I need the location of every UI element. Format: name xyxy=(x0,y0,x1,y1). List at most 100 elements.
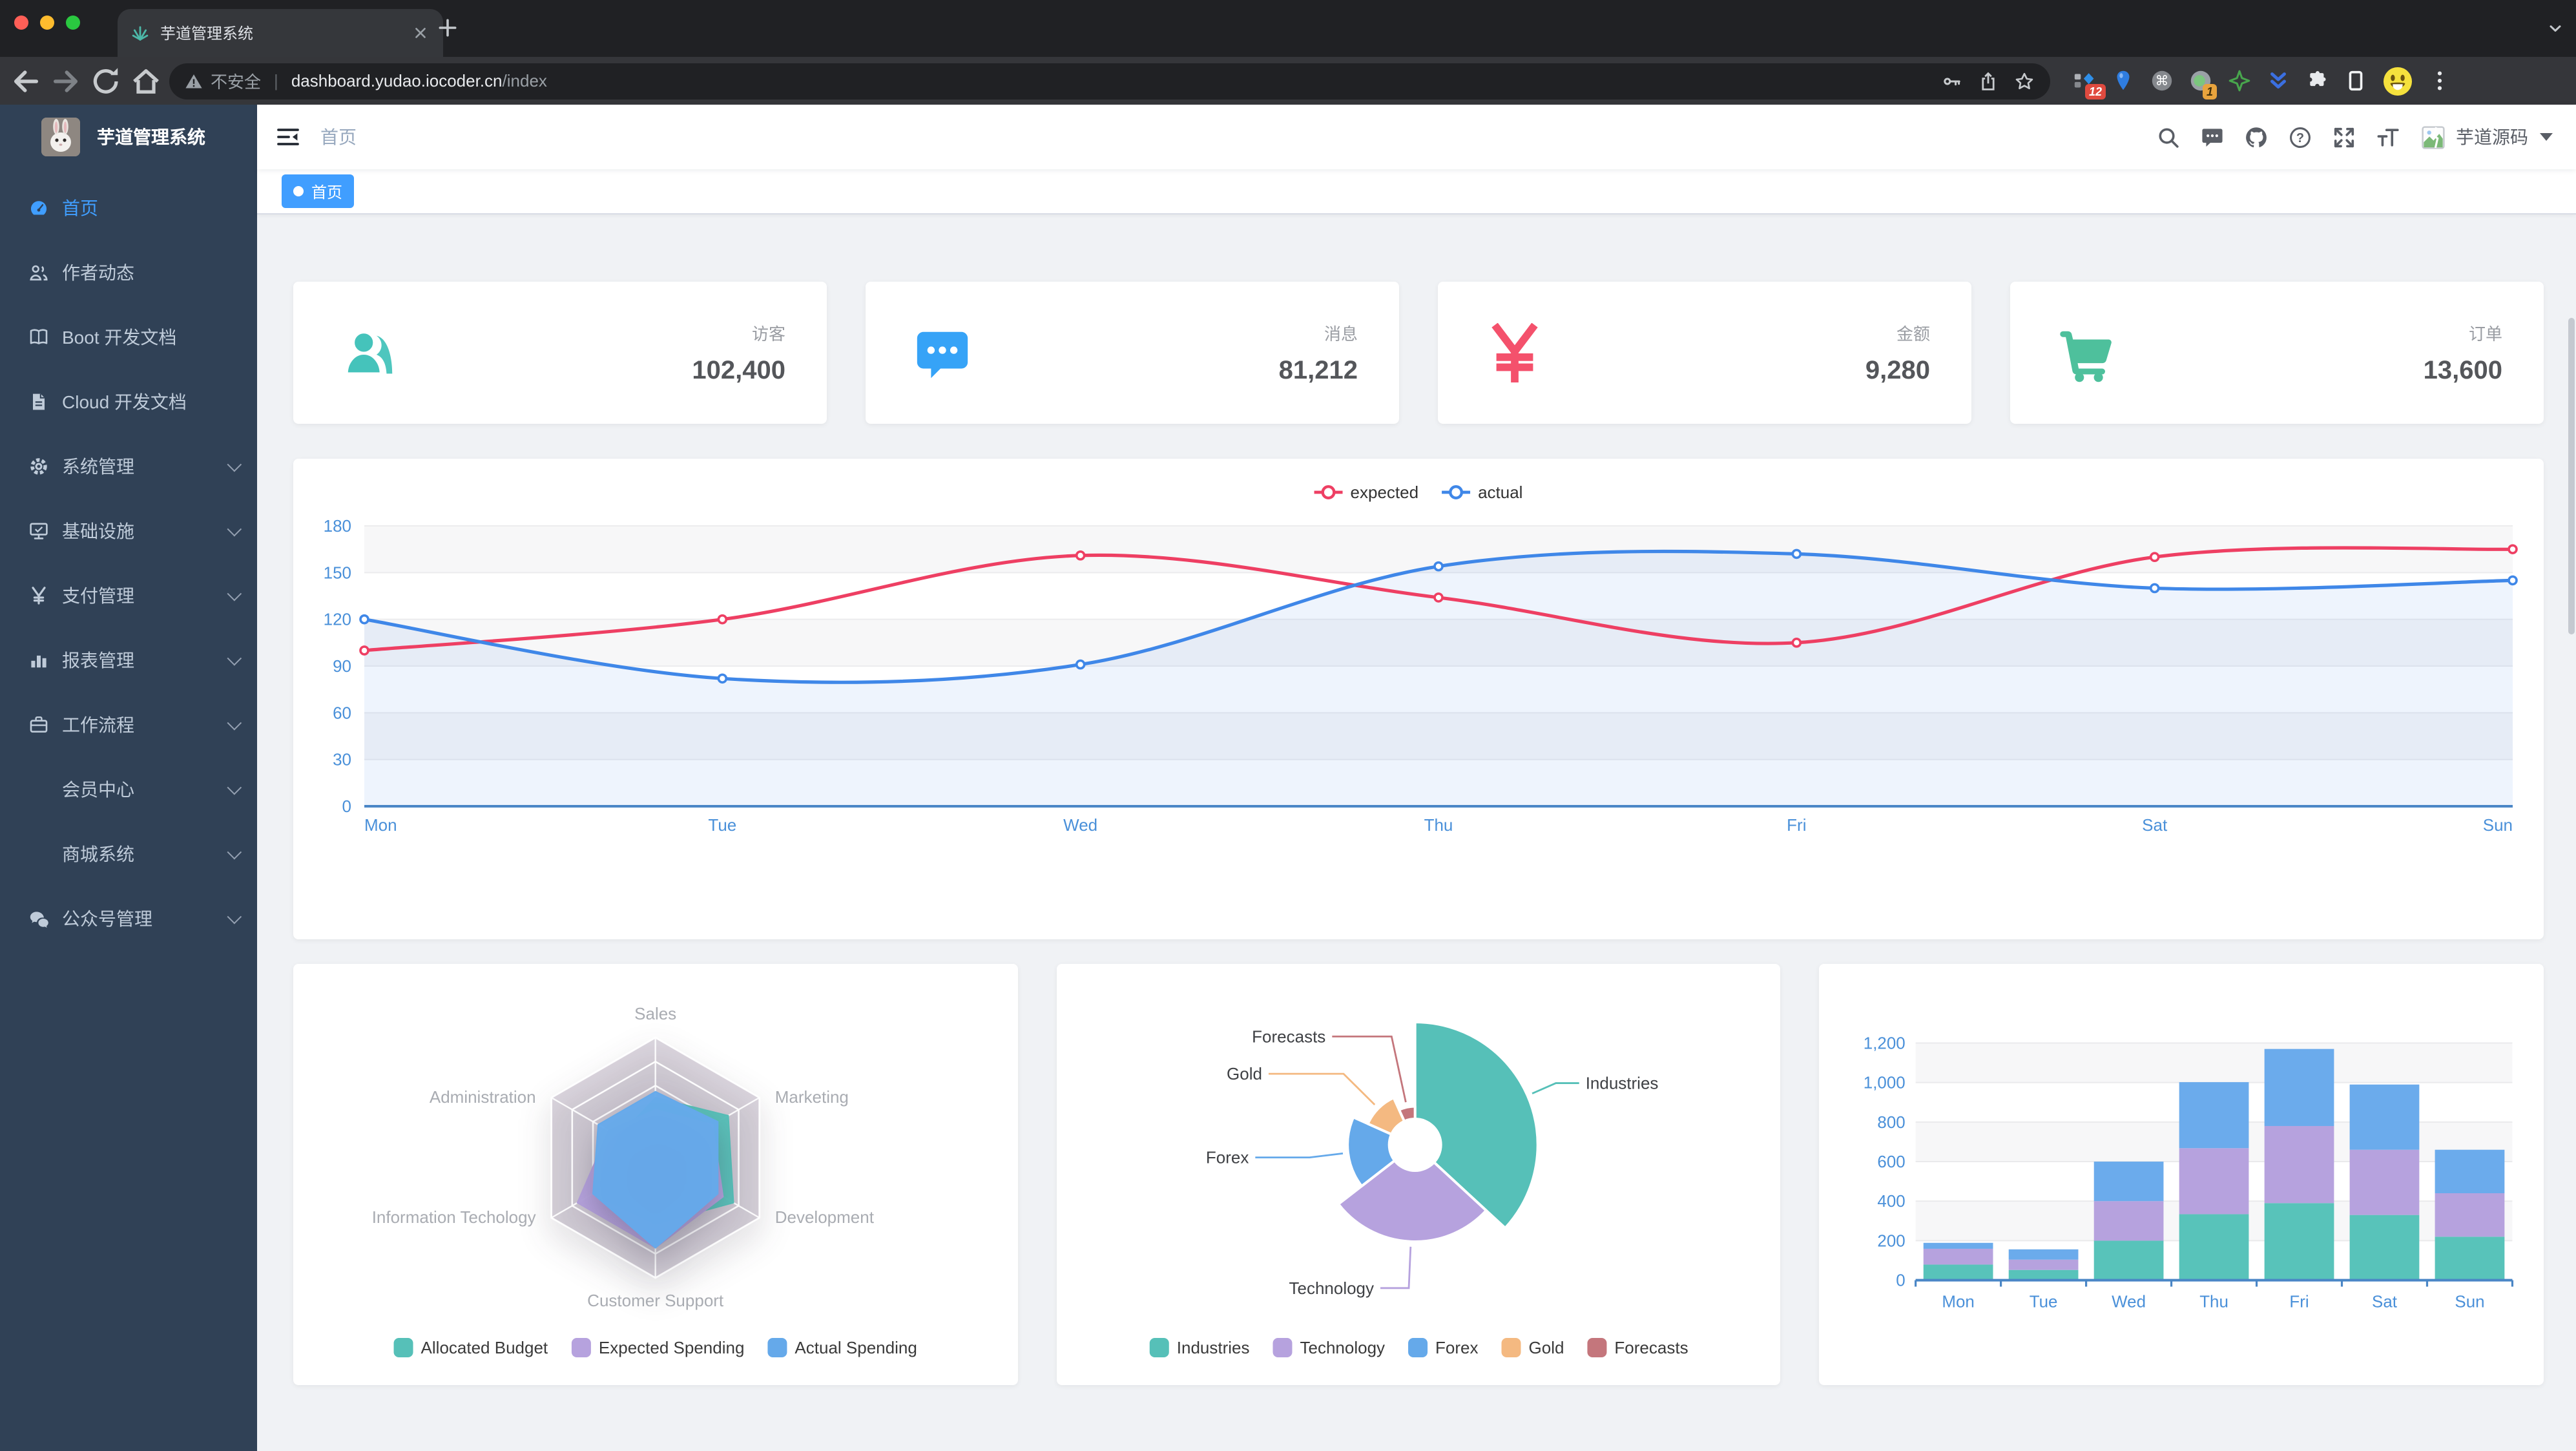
sidebar-item-8[interactable]: 工作流程 xyxy=(0,693,257,757)
sidebar-item-4[interactable]: 系统管理 xyxy=(0,434,257,499)
bar-segment[interactable] xyxy=(2009,1249,2079,1260)
bar-segment[interactable] xyxy=(2009,1269,2079,1280)
sidebar-item-2[interactable]: Boot 开发文档 xyxy=(0,305,257,370)
message-icon[interactable] xyxy=(2200,125,2225,149)
share-icon[interactable] xyxy=(1978,70,1999,91)
sidebar-item-10[interactable]: 商城系统 xyxy=(0,822,257,886)
legend-item[interactable]: Gold xyxy=(1501,1338,1564,1357)
extension-tag-icon[interactable]: 12 xyxy=(2072,68,2106,99)
legend-item[interactable]: Industries xyxy=(1149,1338,1249,1357)
sidebar-item-11[interactable]: 公众号管理 xyxy=(0,886,257,951)
legend-item[interactable]: Expected Spending xyxy=(571,1338,745,1357)
user-dropdown[interactable]: 芋道源码 xyxy=(2420,123,2553,151)
stat-meta: 订单 13,600 xyxy=(2424,320,2502,386)
help-icon[interactable]: ? xyxy=(2288,125,2312,149)
close-window-button[interactable] xyxy=(14,16,28,30)
bookmark-star-icon[interactable] xyxy=(2014,70,2035,91)
tag-home[interactable]: 首页 xyxy=(282,174,355,208)
extension-star-icon[interactable] xyxy=(2227,68,2252,93)
chevron-down-icon xyxy=(227,586,242,601)
legend-item[interactable]: Technology xyxy=(1272,1338,1385,1357)
not-secure-warning-icon[interactable] xyxy=(185,72,203,90)
bar-segment[interactable] xyxy=(1924,1248,1994,1265)
extension-chevrons-icon[interactable] xyxy=(2266,68,2290,93)
sidebar-item-0[interactable]: 首页 xyxy=(0,176,257,240)
search-icon[interactable] xyxy=(2156,125,2181,149)
legend-item[interactable]: Forex xyxy=(1407,1338,1478,1357)
bar-segment[interactable] xyxy=(2265,1203,2335,1280)
bar-segment[interactable] xyxy=(2179,1082,2250,1149)
legend-item[interactable]: Allocated Budget xyxy=(393,1338,548,1357)
profile-avatar[interactable] xyxy=(2382,65,2413,96)
bar-segment[interactable] xyxy=(1924,1264,1994,1280)
sidebar-item-3[interactable]: Cloud 开发文档 xyxy=(0,370,257,434)
legend-item[interactable]: Actual Spending xyxy=(767,1338,917,1357)
new-tab-button[interactable] xyxy=(437,17,459,39)
extension-frame-icon[interactable] xyxy=(2343,68,2368,93)
pie-slice-Industries[interactable] xyxy=(1413,1021,1539,1229)
sidebar-item-label: 工作流程 xyxy=(62,715,134,735)
legend-item[interactable]: actual xyxy=(1442,483,1522,502)
svg-text:Information Techology: Information Techology xyxy=(372,1207,536,1227)
pie-slice-Technology[interactable] xyxy=(1336,1143,1488,1243)
bar-segment[interactable] xyxy=(2435,1193,2506,1237)
extensions-puzzle-icon[interactable] xyxy=(2305,68,2329,93)
svg-text:400: 400 xyxy=(1878,1193,1906,1211)
bar-segment[interactable] xyxy=(2435,1149,2506,1193)
extension-balloon-icon[interactable] xyxy=(2111,68,2135,93)
svg-text:0: 0 xyxy=(342,797,351,816)
font-size-icon[interactable] xyxy=(2376,125,2400,149)
bar-segment[interactable] xyxy=(2350,1215,2420,1280)
sidebar-item-1[interactable]: 作者动态 xyxy=(0,240,257,305)
bar-segment[interactable] xyxy=(2179,1214,2250,1280)
back-button[interactable] xyxy=(9,64,43,98)
pie-slice-Forex[interactable] xyxy=(1345,1116,1417,1187)
reload-button[interactable] xyxy=(89,64,123,98)
stat-card-1[interactable]: 消息 81,212 xyxy=(866,282,1399,424)
sidebar-item-5[interactable]: 基础设施 xyxy=(0,499,257,563)
breadcrumb[interactable]: 首页 xyxy=(320,127,357,147)
tab-search-chevron-icon[interactable] xyxy=(2546,19,2564,37)
browser-menu-icon[interactable] xyxy=(2427,68,2452,93)
url-host: dashboard.yudao.iocoder.cn xyxy=(291,71,503,90)
bar-chart-canvas: Mon Tue Wed Thu Fri Sat Sun 0 200 400 600 800 1,000 1… xyxy=(1864,1034,2514,1311)
home-button[interactable] xyxy=(129,64,163,98)
bar-segment[interactable] xyxy=(2435,1237,2506,1280)
hamburger-icon[interactable] xyxy=(275,124,301,150)
tab-close-icon[interactable] xyxy=(411,23,430,43)
extension-command-icon[interactable]: ⌘ xyxy=(2150,68,2174,93)
svg-text:1,200: 1,200 xyxy=(1864,1034,1906,1052)
browser-tab[interactable]: 芋道管理系统 xyxy=(118,9,443,57)
sidebar-item-7[interactable]: 报表管理 xyxy=(0,628,257,693)
bar-segment[interactable] xyxy=(2265,1049,2335,1126)
legend-item[interactable]: Forecasts xyxy=(1586,1338,1688,1357)
bar-segment[interactable] xyxy=(2265,1125,2335,1204)
extension-recorder-icon[interactable]: 1 xyxy=(2188,68,2217,99)
github-icon[interactable] xyxy=(2244,125,2269,149)
bar-segment[interactable] xyxy=(2094,1240,2165,1280)
stat-card-3[interactable]: 订单 13,600 xyxy=(2010,282,2544,424)
sidebar-logo[interactable]: 芋道管理系统 xyxy=(0,105,257,169)
stat-card-0[interactable]: 访客 102,400 xyxy=(293,282,827,424)
bar-segment[interactable] xyxy=(2094,1201,2165,1241)
fullscreen-icon[interactable] xyxy=(2332,125,2356,149)
stat-message-icon xyxy=(912,322,973,383)
stat-card-2[interactable]: 金额 9,280 xyxy=(1438,282,1971,424)
bar-segment[interactable] xyxy=(2179,1148,2250,1215)
sidebar-item-9[interactable]: 会员中心 xyxy=(0,757,257,822)
bar-segment[interactable] xyxy=(1924,1242,1994,1249)
legend-item[interactable]: expected xyxy=(1314,483,1419,502)
doc-icon xyxy=(28,391,49,412)
bar-segment[interactable] xyxy=(2350,1149,2420,1215)
minimize-window-button[interactable] xyxy=(40,16,54,30)
sidebar-item-6[interactable]: 支付管理 xyxy=(0,563,257,628)
address-bar[interactable]: 不安全 | dashboard.yudao.iocoder.cn/index xyxy=(169,63,2050,99)
password-key-icon[interactable] xyxy=(1942,70,1962,91)
bar-segment[interactable] xyxy=(2094,1162,2165,1202)
bar-segment[interactable] xyxy=(2350,1084,2420,1150)
bar-segment[interactable] xyxy=(2009,1259,2079,1270)
forward-button[interactable] xyxy=(49,64,83,98)
zoom-window-button[interactable] xyxy=(66,16,80,30)
security-label[interactable]: 不安全 xyxy=(211,72,262,92)
page-scrollbar-thumb[interactable] xyxy=(2568,318,2575,634)
